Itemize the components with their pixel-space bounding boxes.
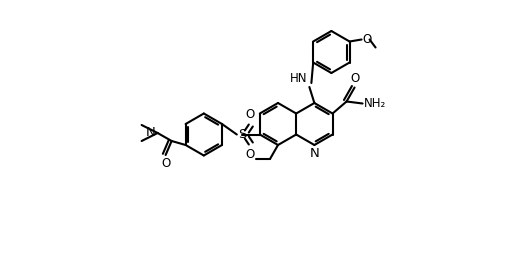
Text: N: N bbox=[309, 147, 319, 160]
Text: O: O bbox=[161, 157, 170, 170]
Text: O: O bbox=[362, 33, 372, 46]
Text: O: O bbox=[350, 73, 359, 85]
Text: O: O bbox=[245, 147, 255, 160]
Text: O: O bbox=[245, 109, 255, 122]
Text: N: N bbox=[146, 125, 156, 138]
Text: S: S bbox=[238, 128, 246, 141]
Text: HN: HN bbox=[290, 72, 307, 85]
Text: NH₂: NH₂ bbox=[363, 97, 386, 110]
